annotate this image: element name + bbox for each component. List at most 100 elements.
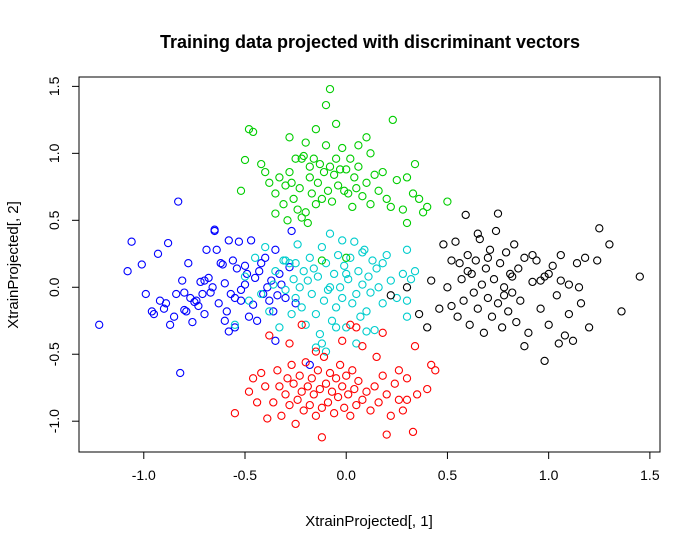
data-point	[240, 272, 250, 281]
data-point	[252, 398, 262, 407]
data-point	[261, 253, 270, 262]
data-point	[368, 256, 377, 265]
data-point	[244, 125, 254, 134]
data-point	[323, 186, 333, 195]
plot-area	[78, 76, 661, 453]
data-point	[366, 288, 375, 297]
data-point	[544, 269, 553, 279]
data-point	[362, 178, 371, 187]
data-point	[386, 291, 395, 300]
data-point	[325, 229, 335, 238]
data-point	[635, 272, 644, 281]
data-point	[402, 245, 412, 254]
data-point	[230, 320, 240, 329]
data-point	[234, 237, 244, 246]
data-point	[301, 320, 310, 329]
data-point	[386, 276, 395, 285]
data-point	[477, 280, 487, 289]
data-point	[342, 323, 351, 332]
data-point	[443, 197, 452, 206]
data-point	[313, 272, 323, 281]
data-point	[408, 189, 418, 198]
data-point	[317, 242, 327, 252]
data-point	[335, 283, 345, 292]
data-point	[574, 283, 584, 292]
data-point	[536, 276, 545, 285]
data-point	[564, 280, 574, 289]
data-point	[271, 209, 280, 218]
data-point	[356, 312, 365, 321]
data-point	[192, 296, 201, 305]
data-point	[358, 395, 367, 404]
data-point	[473, 229, 482, 238]
data-point	[174, 197, 183, 206]
data-point	[325, 283, 335, 292]
data-point	[271, 267, 280, 276]
data-point	[402, 395, 412, 404]
data-point	[317, 403, 327, 412]
data-point	[350, 384, 359, 394]
data-point	[447, 301, 456, 311]
data-point	[291, 293, 300, 303]
data-point	[224, 236, 233, 245]
data-point	[593, 256, 602, 265]
data-point	[283, 216, 292, 225]
data-point	[333, 392, 343, 402]
data-point	[333, 250, 343, 260]
data-point	[489, 275, 499, 284]
data-point	[475, 234, 484, 244]
data-point	[208, 283, 217, 292]
y-tick-label: 1.0	[46, 143, 62, 163]
data-point	[532, 256, 541, 265]
y-tick-label: 1.5	[46, 76, 62, 96]
data-point	[297, 320, 306, 329]
data-point	[327, 387, 337, 396]
data-point	[408, 427, 418, 437]
data-point	[346, 253, 355, 262]
data-point	[315, 159, 325, 169]
data-point	[176, 368, 185, 378]
data-point	[358, 248, 367, 257]
data-point	[323, 285, 333, 295]
data-point	[617, 307, 626, 316]
data-point	[273, 291, 282, 300]
data-point	[317, 433, 327, 442]
data-point	[398, 406, 408, 415]
data-point	[319, 352, 329, 362]
data-point	[370, 170, 379, 179]
data-point	[293, 395, 302, 404]
data-point	[289, 275, 298, 284]
data-point	[524, 328, 533, 337]
x-axis-label: XtrainProjected[, 1]	[305, 513, 433, 530]
data-point	[362, 327, 371, 336]
data-point	[287, 178, 296, 187]
data-point	[285, 133, 294, 142]
data-point	[463, 250, 472, 260]
data-point	[495, 259, 505, 268]
data-point	[402, 312, 412, 321]
data-point	[520, 342, 529, 351]
x-tick-label: 0.5	[438, 467, 458, 483]
data-point	[285, 167, 294, 177]
data-point	[141, 289, 150, 299]
data-point	[228, 256, 238, 265]
data-point	[240, 155, 250, 165]
data-point	[423, 202, 432, 212]
data-point	[427, 276, 436, 285]
data-point	[366, 149, 375, 158]
data-points	[95, 84, 644, 442]
data-point	[291, 154, 300, 163]
data-point	[350, 173, 359, 182]
data-point	[311, 411, 321, 420]
data-point	[374, 186, 383, 195]
data-point	[265, 178, 274, 187]
data-point	[165, 320, 175, 329]
data-point	[354, 162, 363, 171]
data-point	[536, 304, 545, 313]
x-tick-label: -1.0	[132, 467, 156, 483]
data-point	[123, 267, 132, 276]
data-point	[364, 272, 373, 281]
data-point	[362, 133, 371, 142]
data-point	[378, 259, 387, 268]
data-point	[275, 323, 284, 332]
